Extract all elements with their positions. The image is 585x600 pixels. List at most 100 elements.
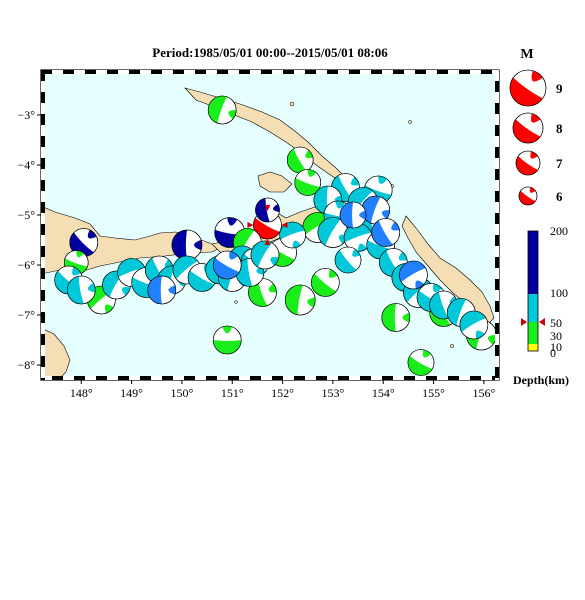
frame-check <box>41 290 45 301</box>
x-tick-label: 150° <box>171 386 194 400</box>
earthquake-event[interactable] <box>212 250 242 280</box>
australia-land <box>41 327 71 380</box>
earthquake-event[interactable] <box>212 325 242 355</box>
depth-scale-title: Depth(km) <box>513 373 569 387</box>
earthquake-event[interactable] <box>317 217 349 248</box>
y-tick-label: −5° <box>17 208 35 222</box>
frame-check <box>41 301 45 312</box>
frame-check <box>327 70 338 74</box>
frame-check <box>272 70 283 74</box>
frame-check <box>283 376 294 380</box>
magnitude-legend-title: M <box>520 47 533 62</box>
earthquake-event[interactable] <box>459 310 489 340</box>
frame-check <box>41 323 45 334</box>
frame-check <box>495 378 499 380</box>
depth-band-veryshallow <box>528 344 538 351</box>
earthquake-event[interactable] <box>399 260 428 290</box>
frame-check <box>41 356 45 367</box>
earthquake-event[interactable] <box>207 95 237 125</box>
frame-check <box>41 376 52 380</box>
frame-check <box>382 70 393 74</box>
earthquake-event[interactable] <box>147 275 177 305</box>
frame-check <box>495 103 499 114</box>
magnitude-legend-label: 8 <box>556 121 563 136</box>
depth-band-intermediate <box>528 294 538 322</box>
earthquake-event[interactable] <box>294 169 322 196</box>
frame-check <box>305 70 316 74</box>
earthquake-event[interactable] <box>66 275 96 305</box>
x-tick-label: 156° <box>472 386 495 400</box>
magnitude-legend: M 9 8 7 6 <box>509 47 563 206</box>
frame-check <box>118 70 129 74</box>
earthquake-event[interactable] <box>279 221 306 249</box>
frame-check <box>41 312 45 323</box>
earthquake-event[interactable] <box>284 284 316 316</box>
frame-check <box>41 257 45 268</box>
frame-check <box>217 70 228 74</box>
earthquake-event[interactable] <box>381 303 411 332</box>
frame-check <box>162 70 173 74</box>
magnitude-legend-ball[interactable] <box>509 69 547 107</box>
islet <box>234 300 238 304</box>
marker-top-icon <box>264 205 271 211</box>
frame-check <box>140 376 151 380</box>
frame-check <box>41 136 45 147</box>
map-frame-checkers <box>41 70 499 380</box>
frame-check <box>272 376 283 380</box>
magnitude-legend-ball[interactable] <box>518 186 538 206</box>
x-tick-label: 154° <box>372 386 395 400</box>
earthquake-event[interactable] <box>407 349 435 376</box>
marker-right-icon <box>281 222 288 228</box>
frame-check <box>404 70 415 74</box>
frame-check <box>41 235 45 246</box>
depth-scale-label: 100 <box>550 286 568 300</box>
frame-check <box>41 334 45 345</box>
x-axis-ticks: 148° 149° 150° 151° 152° 153° 154° 155° 156° <box>70 380 495 400</box>
earthquake-event[interactable] <box>334 246 362 274</box>
earthquake-event[interactable] <box>361 195 390 225</box>
frame-check <box>41 246 45 257</box>
frame-check <box>151 376 162 380</box>
frame-check <box>448 70 459 74</box>
frame-check <box>41 103 45 114</box>
depth-marker-left-icon <box>521 318 527 326</box>
frame-check <box>41 70 45 81</box>
frame-check <box>118 376 129 380</box>
frame-check <box>41 378 45 380</box>
x-tick-label: 149° <box>120 386 143 400</box>
magnitude-legend-label: 6 <box>556 189 563 204</box>
magnitude-legend-ball[interactable] <box>515 150 541 176</box>
earthquake-event[interactable] <box>286 146 314 174</box>
earthquake-event[interactable] <box>311 268 340 297</box>
frame-check <box>63 376 74 380</box>
frame-check <box>107 70 118 74</box>
frame-check <box>129 70 140 74</box>
depth-band-shallow <box>528 322 538 344</box>
frame-check <box>382 376 393 380</box>
frame-check <box>415 70 426 74</box>
frame-check <box>316 376 327 380</box>
frame-check <box>393 376 404 380</box>
earthquake-event[interactable] <box>339 201 367 229</box>
frame-check <box>195 376 206 380</box>
lavongai-land <box>257 171 293 193</box>
map-area[interactable] <box>40 69 500 381</box>
frame-check <box>228 376 239 380</box>
magnitude-legend-ball[interactable] <box>512 112 544 144</box>
frame-check <box>41 213 45 224</box>
frame-check <box>495 70 499 81</box>
earthquake-event[interactable] <box>371 218 401 247</box>
frame-check <box>338 70 349 74</box>
frame-check <box>495 191 499 202</box>
frame-check <box>404 376 415 380</box>
x-tick-label: 153° <box>322 386 345 400</box>
frame-check <box>495 312 499 323</box>
earthquake-event[interactable] <box>250 240 280 270</box>
islet <box>408 120 412 124</box>
earthquake-event[interactable] <box>171 229 203 261</box>
frame-check <box>41 92 45 103</box>
frame-check <box>129 376 140 380</box>
frame-check <box>437 70 448 74</box>
frame-check <box>239 70 250 74</box>
